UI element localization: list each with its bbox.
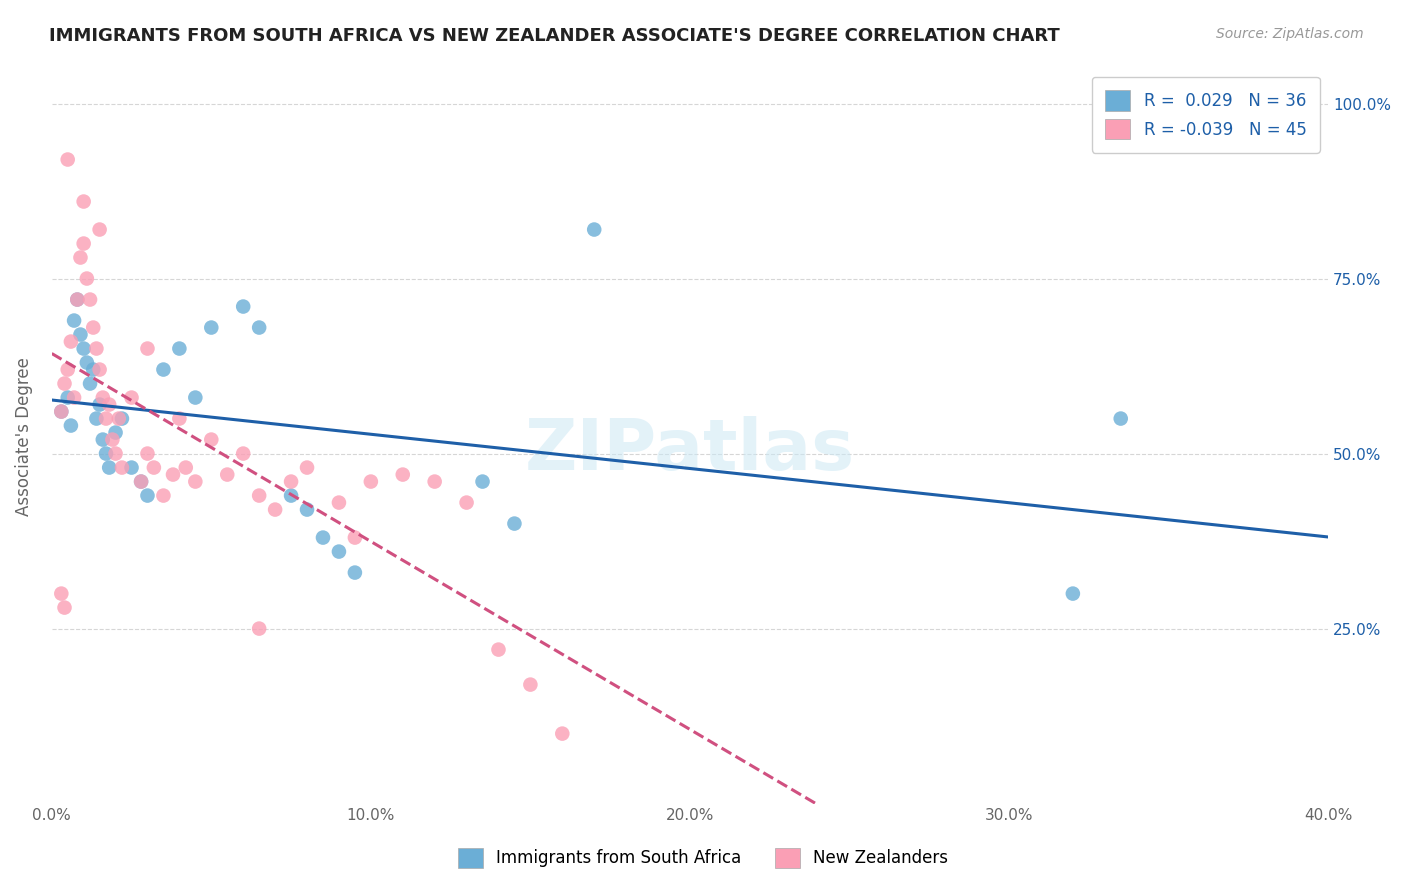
Point: [98, 460, 121, 475]
Point: [136, 489, 159, 503]
Point: [51, 404, 73, 418]
Point: [129, 475, 152, 489]
Point: [89, 398, 111, 412]
Point: [232, 300, 254, 314]
Point: [73, 236, 96, 251]
Point: [423, 475, 446, 489]
Point: [152, 362, 174, 376]
Point: [1109, 411, 1132, 425]
Point: [104, 425, 127, 440]
Point: [69, 327, 91, 342]
Point: [232, 446, 254, 460]
Text: IMMIGRANTS FROM SOUTH AFRICA VS NEW ZEALANDER ASSOCIATE'S DEGREE CORRELATION CHA: IMMIGRANTS FROM SOUTH AFRICA VS NEW ZEAL…: [49, 27, 1060, 45]
Point: [551, 726, 574, 740]
Point: [101, 433, 124, 447]
Point: [69, 251, 91, 265]
Point: [519, 677, 541, 691]
Point: [1062, 586, 1084, 600]
Point: [129, 475, 152, 489]
Point: [169, 342, 191, 356]
Point: [51, 404, 73, 418]
Point: [73, 342, 96, 356]
Point: [79, 293, 101, 307]
Legend: Immigrants from South Africa, New Zealanders: Immigrants from South Africa, New Zealan…: [451, 841, 955, 875]
Point: [91, 391, 114, 405]
Point: [53, 376, 76, 391]
Point: [86, 342, 108, 356]
Point: [328, 495, 350, 509]
Point: [169, 411, 191, 425]
Point: [89, 222, 111, 236]
Point: [280, 489, 302, 503]
Point: [247, 622, 270, 636]
Point: [488, 642, 510, 657]
Point: [51, 586, 73, 600]
Point: [136, 342, 159, 356]
Point: [328, 544, 350, 558]
Point: [94, 411, 117, 425]
Point: [73, 194, 96, 209]
Text: Source: ZipAtlas.com: Source: ZipAtlas.com: [1216, 27, 1364, 41]
Legend: R =  0.029   N = 36, R = -0.039   N = 45: R = 0.029 N = 36, R = -0.039 N = 45: [1092, 77, 1320, 153]
Point: [184, 475, 207, 489]
Point: [111, 460, 134, 475]
Point: [583, 222, 606, 236]
Point: [200, 320, 222, 334]
Point: [391, 467, 413, 482]
Point: [142, 460, 165, 475]
Point: [136, 446, 159, 460]
Point: [76, 271, 98, 285]
Point: [56, 391, 79, 405]
Point: [89, 362, 111, 376]
Point: [247, 320, 270, 334]
Point: [66, 293, 89, 307]
Point: [111, 411, 134, 425]
Point: [94, 446, 117, 460]
Point: [456, 495, 478, 509]
Y-axis label: Associate's Degree: Associate's Degree: [15, 357, 32, 516]
Point: [264, 502, 287, 516]
Point: [343, 566, 366, 580]
Point: [471, 475, 494, 489]
Point: [76, 355, 98, 369]
Point: [295, 460, 318, 475]
Point: [503, 516, 526, 531]
Point: [107, 411, 129, 425]
Point: [53, 600, 76, 615]
Point: [59, 334, 82, 349]
Point: [98, 398, 121, 412]
Point: [63, 391, 86, 405]
Point: [152, 489, 174, 503]
Point: [121, 391, 143, 405]
Point: [91, 433, 114, 447]
Point: [104, 446, 127, 460]
Point: [162, 467, 184, 482]
Point: [56, 153, 79, 167]
Text: ZIPatlas: ZIPatlas: [524, 417, 855, 485]
Point: [121, 460, 143, 475]
Point: [86, 411, 108, 425]
Point: [280, 475, 302, 489]
Point: [56, 362, 79, 376]
Point: [82, 362, 104, 376]
Point: [343, 531, 366, 545]
Point: [217, 467, 239, 482]
Point: [79, 376, 101, 391]
Point: [200, 433, 222, 447]
Point: [63, 313, 86, 327]
Point: [312, 531, 335, 545]
Point: [295, 502, 318, 516]
Point: [59, 418, 82, 433]
Point: [82, 320, 104, 334]
Point: [247, 489, 270, 503]
Point: [66, 293, 89, 307]
Point: [174, 460, 197, 475]
Point: [360, 475, 382, 489]
Point: [184, 391, 207, 405]
